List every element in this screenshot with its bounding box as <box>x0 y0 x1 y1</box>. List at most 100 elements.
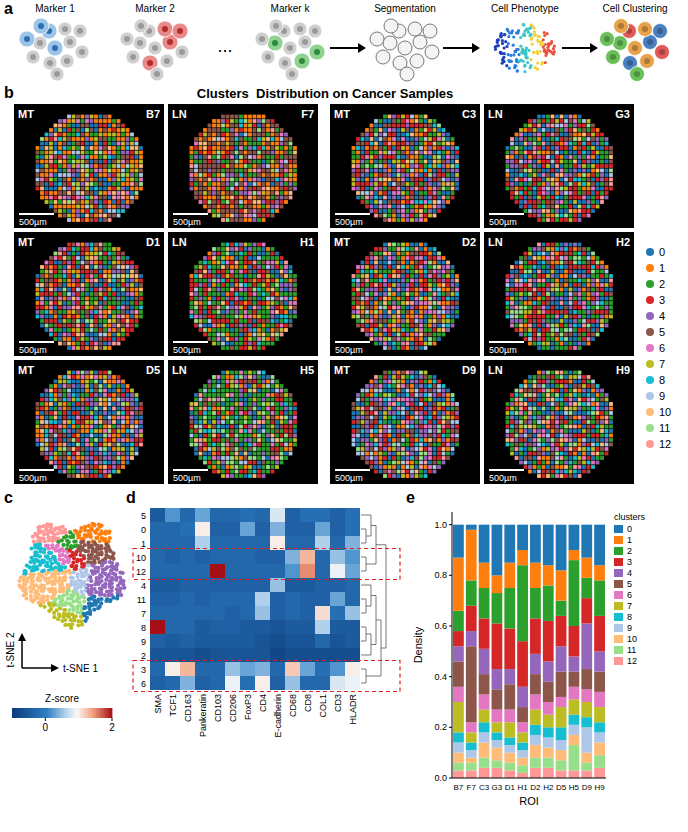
cell <box>424 169 428 173</box>
phenotype-dot <box>527 49 530 52</box>
cell <box>117 119 121 123</box>
cell <box>401 146 405 150</box>
cell <box>401 160 405 164</box>
cell <box>293 178 297 182</box>
cell <box>428 124 432 128</box>
phenotype-dot <box>544 49 547 52</box>
cell <box>72 200 76 204</box>
cell <box>121 124 125 128</box>
cell <box>573 151 577 155</box>
cell <box>126 191 130 195</box>
cell <box>117 196 121 200</box>
cell <box>397 173 401 177</box>
cell <box>551 155 555 159</box>
cell <box>108 173 112 177</box>
cell <box>262 200 266 204</box>
phenotype-dot <box>521 48 524 51</box>
cell <box>217 173 221 177</box>
cell <box>573 124 577 128</box>
cell <box>208 178 212 182</box>
phenotype-dot <box>529 33 532 36</box>
cell <box>433 164 437 168</box>
nucleus <box>314 49 320 55</box>
cell <box>352 160 356 164</box>
cell <box>235 160 239 164</box>
cell <box>451 182 455 186</box>
cell <box>587 119 591 123</box>
cell <box>560 124 564 128</box>
cell <box>424 200 428 204</box>
cell <box>424 115 428 119</box>
cell <box>239 214 243 218</box>
cell <box>446 178 450 182</box>
cell <box>199 173 203 177</box>
cell <box>271 160 275 164</box>
cell <box>58 191 62 195</box>
cell <box>190 164 194 168</box>
phenotype-dot <box>513 50 516 53</box>
cell <box>81 151 85 155</box>
cell <box>121 151 125 155</box>
cell <box>103 182 107 186</box>
cell <box>103 218 107 222</box>
cell <box>54 151 58 155</box>
phenotype-dot <box>531 43 534 46</box>
cell <box>419 196 423 200</box>
cell <box>58 205 62 209</box>
cell <box>221 196 225 200</box>
cell <box>379 142 383 146</box>
cell <box>519 160 523 164</box>
cell <box>212 146 216 150</box>
cell <box>239 119 243 123</box>
cell <box>289 146 293 150</box>
phenotype-dot <box>539 50 542 53</box>
cell <box>85 146 89 150</box>
cell <box>94 218 98 222</box>
cell <box>103 173 107 177</box>
cell <box>415 146 419 150</box>
cell <box>126 155 130 159</box>
cell <box>284 187 288 191</box>
cell <box>293 164 297 168</box>
cell <box>262 182 266 186</box>
phenotype-dot <box>500 32 503 35</box>
cell <box>433 133 437 137</box>
cell <box>126 187 130 191</box>
cell <box>76 128 80 132</box>
cell <box>591 160 595 164</box>
cell <box>94 196 98 200</box>
cell <box>117 160 121 164</box>
cell <box>397 187 401 191</box>
cell <box>569 133 573 137</box>
cell <box>203 205 207 209</box>
cell <box>199 200 203 204</box>
cell <box>108 218 112 222</box>
cell <box>419 173 423 177</box>
cell <box>437 196 441 200</box>
cell <box>406 209 410 213</box>
cell <box>58 160 62 164</box>
cell <box>63 142 67 146</box>
cell <box>582 146 586 150</box>
cell <box>392 151 396 155</box>
cell <box>67 119 71 123</box>
cell <box>99 164 103 168</box>
step-label: Marker 1 <box>35 3 75 14</box>
cell <box>542 160 546 164</box>
cell <box>370 178 374 182</box>
cell <box>271 178 275 182</box>
cell <box>203 187 207 191</box>
cell <box>428 119 432 123</box>
cell <box>510 142 514 146</box>
cell <box>212 191 216 195</box>
cell <box>112 146 116 150</box>
cell <box>388 218 392 222</box>
cell <box>235 155 239 159</box>
cell <box>519 137 523 141</box>
cell <box>383 187 387 191</box>
cell <box>401 214 405 218</box>
cell <box>90 128 94 132</box>
cell <box>410 182 414 186</box>
nucleus <box>617 40 623 46</box>
cell <box>415 205 419 209</box>
